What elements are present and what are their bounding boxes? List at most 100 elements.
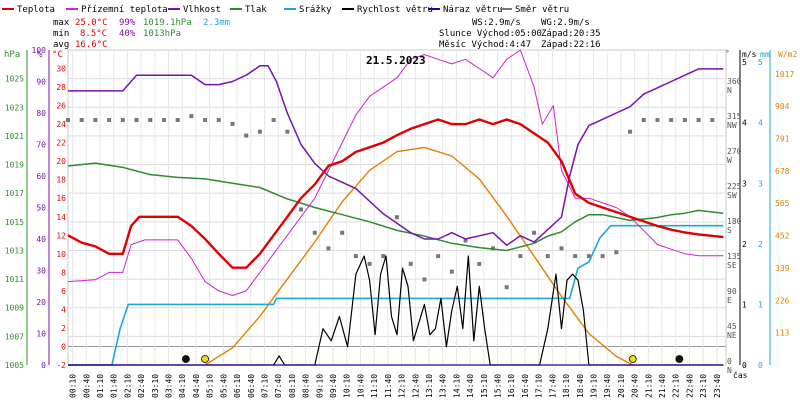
wind-dir-tick-value: 90 [727, 287, 737, 296]
x-tick-label: 03:40 [165, 374, 174, 398]
max-humidity: 99% [119, 18, 136, 28]
chart-grid [67, 49, 727, 366]
temp-tick-label: 20 [56, 157, 66, 166]
wind-direction-point [381, 254, 386, 259]
x-tick-label: 23:10 [699, 374, 708, 398]
wind-direction-point [449, 269, 454, 274]
x-tick-label: 16:10 [507, 374, 516, 398]
wind-dir-tick-name: S [727, 226, 732, 235]
wind-direction-point [312, 230, 317, 235]
wind-speed-tick-label: 5 [742, 58, 747, 67]
x-tick-label: 17:10 [535, 374, 544, 398]
rain-tick-label: 4 [758, 119, 763, 128]
x-tick-label: 13:40 [439, 374, 448, 398]
x-tick-label: 14:40 [466, 374, 475, 398]
x-tick-label: 05:10 [206, 374, 215, 398]
temp-tick-label: 2 [61, 324, 66, 333]
wind-direction-point [161, 118, 166, 122]
pressure-tick-label: 1017 [5, 189, 24, 198]
x-tick-label: 09:10 [315, 374, 324, 398]
x-tick-label: 07:10 [260, 374, 269, 398]
series-line-sr-ky [68, 224, 724, 366]
rain-tick-label: 0 [758, 361, 763, 370]
x-tick-label: 18:40 [576, 374, 585, 398]
avg-label: avg [53, 40, 69, 50]
moonset-info: Západ:22:16 [541, 40, 601, 50]
x-tick-label: 11:40 [384, 374, 393, 398]
unit-ms: m/s [742, 50, 757, 59]
humidity-tick-label: 100 [32, 46, 47, 55]
wind-direction-point [641, 118, 646, 122]
wind-direction-point [257, 129, 262, 134]
legend-label: Přízemní teplota [81, 5, 168, 15]
plot-area [66, 49, 724, 366]
wind-dir-tick-name: SE [727, 261, 737, 270]
min-humidity: 40% [119, 29, 136, 39]
rain-tick-label: 2 [758, 240, 763, 249]
humidity-tick-label: 80 [36, 109, 46, 118]
pressure-tick-label: 1011 [5, 275, 24, 284]
x-tick-label: 00:10 [69, 374, 78, 398]
wind-dir-tick-value: 225 [727, 182, 742, 191]
x-tick-label: 19:10 [589, 374, 598, 398]
wind-direction-point [408, 261, 413, 266]
temp-tick-label: 16 [56, 194, 66, 203]
temp-tick-label: 0 [61, 342, 66, 351]
x-tick-label: 21:10 [644, 374, 653, 398]
series-line-tlak [67, 162, 724, 252]
wind-direction-point [669, 118, 674, 122]
series-line-vlhkost [68, 65, 724, 247]
temp-tick-label: 6 [61, 287, 66, 296]
wind-direction-point [545, 254, 550, 259]
x-tick-label: 16:40 [521, 374, 530, 398]
pressure-tick-label: 1021 [5, 132, 24, 141]
humidity-tick-label: 10 [36, 330, 46, 339]
rain-tick-label: 5 [758, 58, 763, 67]
wind-speed-tick-label: 1 [742, 300, 747, 309]
wind-direction-point [175, 118, 180, 122]
wind-direction-point [148, 118, 153, 122]
solar-tick-label: 565 [775, 199, 790, 208]
series-line-p-zemn-teplota [67, 49, 724, 296]
x-tick-label: 05:40 [219, 374, 228, 398]
stats-block: max 25.0°C 99% 1019.1hPa 2.3mm min 8.5°C… [53, 18, 230, 50]
temp-tick-label: -2 [56, 361, 66, 370]
wind-dir-tick-value: 135 [727, 252, 742, 261]
unit-hpa: hPa [4, 50, 20, 60]
temp-tick-label: 18 [56, 176, 66, 185]
wind-direction-point [353, 254, 358, 259]
wind-direction-point [504, 285, 509, 290]
moonrise-info: Měsíc Východ:4:47 [439, 40, 531, 50]
chart-date: 21.5.2023 [366, 54, 426, 67]
wind-direction-point [120, 118, 125, 122]
wind-dir-tick-name: NE [727, 331, 737, 340]
temp-tick-label: 8 [61, 268, 66, 277]
wind-dir-tick-value: 45 [727, 322, 737, 331]
x-tick-label: 23:40 [713, 374, 722, 398]
x-tick-label: 19:40 [603, 374, 612, 398]
sun-marker [201, 355, 209, 363]
solar-tick-label: 791 [775, 134, 790, 143]
wind-direction-point [600, 254, 605, 259]
max-label: max [53, 18, 70, 28]
unit-cas: čas [733, 370, 748, 380]
wind-direction-point [477, 261, 482, 266]
legend-label: Srážky [299, 5, 332, 15]
pressure-tick-label: 1007 [5, 332, 24, 341]
x-tick-label: 06:10 [233, 374, 242, 398]
moon-marker [181, 355, 190, 363]
x-tick-label: 02:10 [123, 374, 132, 398]
pressure-tick-label: 1019 [5, 161, 24, 170]
wind-dir-tick-value: 0 [727, 357, 732, 366]
min-pressure: 1013hPa [143, 29, 181, 39]
wind-direction-point [710, 118, 715, 122]
wind-dir-tick-value: 270 [727, 147, 742, 156]
solar-tick-label: 226 [775, 296, 790, 305]
x-tick-label: 10:10 [343, 374, 352, 398]
x-tick-label: 21:40 [658, 374, 667, 398]
wind-direction-point [532, 230, 537, 235]
temp-tick-label: 4 [61, 305, 66, 314]
wind-direction-point [518, 254, 523, 259]
x-tick-label: 12:40 [411, 374, 420, 398]
